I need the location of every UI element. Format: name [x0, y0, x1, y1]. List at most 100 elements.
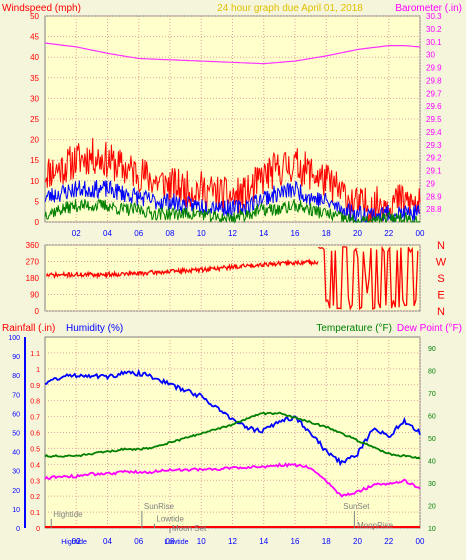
rainfall-y-tick-label: 0.3: [30, 478, 40, 485]
wind-direction-y-tick-label: 90: [30, 291, 39, 300]
wind-direction-y-tick-label: 0: [35, 307, 40, 316]
wind-x-tick-label: 18: [322, 229, 331, 238]
rainfall-y-tick-label: 0.4: [30, 462, 40, 469]
barometer-y-tick-label: 29.1: [426, 167, 442, 176]
rain-x-tick-label: 04: [103, 537, 112, 546]
humidity-y-tick-label: 10: [12, 507, 20, 514]
tide-bottom-label: Lowtide: [164, 539, 188, 546]
wind-x-tick-label: 00: [416, 229, 425, 238]
barometer-y-tick-label: 28.9: [426, 192, 442, 201]
wind-x-tick-label: 20: [353, 229, 362, 238]
barometer-y-tick-label: 29.8: [426, 76, 442, 85]
wind-x-tick-label: 06: [134, 229, 143, 238]
wind-y-tick-label: 5: [35, 197, 40, 206]
temperature-y-tick-label: 90: [428, 346, 436, 353]
wind-direction-y-tick-label: 270: [26, 258, 40, 267]
compass-label: N: [437, 240, 445, 252]
rainfall-y-tick-label: 0: [36, 526, 40, 533]
wind-y-tick-label: 0: [35, 218, 40, 227]
wind-x-tick-label: 16: [291, 229, 300, 238]
humidity-y-tick-label: 0: [16, 526, 20, 533]
wind-y-tick-label: 40: [30, 53, 39, 62]
humidity-y-tick-label: 90: [12, 354, 20, 361]
wind-y-tick-label: 15: [30, 156, 39, 165]
barometer-y-tick-label: 29: [426, 179, 435, 188]
compass-label: N: [437, 306, 445, 318]
wind-x-tick-label: 22: [384, 229, 393, 238]
rain-x-tick-label: 22: [384, 537, 393, 546]
wind-x-tick-label: 08: [166, 229, 175, 238]
rainfall-y-tick-label: 0.9: [30, 383, 40, 390]
wind-y-tick-label: 30: [30, 94, 39, 103]
temperature-y-tick-label: 10: [428, 526, 436, 533]
humidity-y-tick-label: 50: [12, 431, 20, 438]
event-marker-label: SunRise: [144, 502, 175, 511]
rain-x-tick-label: 06: [134, 537, 143, 546]
wind-direction-y-tick-label: 360: [26, 241, 40, 250]
humidity-y-tick-label: 60: [12, 411, 20, 418]
dew-point-axis-title: Dew Point (°F): [397, 323, 462, 334]
rain-x-tick-label: 10: [197, 537, 206, 546]
compass-label: W: [436, 257, 447, 269]
temperature-axis-title: Temperature (°F): [316, 323, 392, 334]
temperature-y-tick-label: 40: [428, 459, 436, 466]
barometer-series-line: [44, 42, 421, 65]
tide-bottom-label: Hightide: [61, 539, 87, 546]
wind-y-tick-label: 25: [30, 115, 39, 124]
rainfall-y-tick-label: 0.1: [30, 510, 40, 517]
barometer-y-tick-label: 29.2: [426, 154, 442, 163]
event-marker-label: Moon Set: [172, 524, 207, 533]
barometer-y-tick-label: 29.9: [426, 64, 442, 73]
compass-label: E: [437, 290, 444, 302]
barometer-y-tick-label: 29.4: [426, 128, 442, 137]
temperature-series-line: [44, 411, 421, 460]
event-marker-label: SunSet: [343, 502, 370, 511]
wind-direction-y-tick-label: 180: [26, 274, 40, 283]
rainfall-y-tick-label: 0.2: [30, 494, 40, 501]
wind-x-tick-label: 14: [259, 229, 268, 238]
wind-direction-variable-line: [318, 245, 419, 311]
event-marker-label: Hightide: [53, 510, 83, 519]
barometer-y-tick-label: 29.7: [426, 89, 442, 98]
temperature-y-tick-label: 70: [428, 391, 436, 398]
rainfall-y-tick-label: 0.7: [30, 415, 40, 422]
barometer-y-tick-label: 29.5: [426, 115, 442, 124]
wind-x-tick-label: 04: [103, 229, 112, 238]
rain-x-tick-label: 20: [353, 537, 362, 546]
wind-avg-series-line: [44, 179, 421, 224]
rainfall-axis-title: Rainfall (.in): [2, 323, 55, 334]
humidity-axis-title: Humidity (%): [66, 323, 123, 334]
wind-y-tick-label: 50: [30, 12, 39, 21]
event-marker-label: MoonRise: [357, 521, 394, 530]
humidity-series-line: [45, 368, 421, 467]
wind-y-tick-label: 20: [30, 136, 39, 145]
barometer-y-tick-label: 30.2: [426, 25, 442, 34]
rainfall-y-tick-label: 0.5: [30, 446, 40, 453]
rain-x-tick-label: 12: [228, 537, 237, 546]
temperature-y-tick-label: 20: [428, 504, 436, 511]
wind-y-tick-label: 35: [30, 74, 39, 83]
barometer-y-tick-label: 28.8: [426, 205, 442, 214]
humidity-y-tick-label: 20: [12, 488, 20, 495]
humidity-y-tick-label: 80: [12, 373, 20, 380]
rain-x-tick-label: 16: [291, 537, 300, 546]
rainfall-y-tick-label: 1: [36, 367, 40, 374]
temperature-y-tick-label: 50: [428, 436, 436, 443]
compass-label: S: [437, 273, 444, 285]
barometer-y-tick-label: 29.6: [426, 102, 442, 111]
humidity-y-tick-label: 30: [12, 469, 20, 476]
wind-direction-series-line: [45, 258, 319, 280]
rain-humidity-temp-panel: 0 0.1 0.2 0.3 0.4 0.5 0.6 0.7 0.8 0.9 1 1.1 0 10 20 30 4…: [8, 335, 436, 546]
event-marker-label: Lowtide: [156, 515, 184, 524]
rainfall-y-tick-label: 1.1: [30, 351, 40, 358]
barometer-axis-title: Barometer (.in): [395, 3, 462, 14]
rain-x-tick-label: 14: [259, 537, 268, 546]
humidity-y-tick-label: 70: [12, 392, 20, 399]
rain-x-tick-label: 08: [166, 537, 175, 546]
humidity-y-tick-label: 100: [8, 335, 20, 342]
windspeed-axis-title: Windspeed (mph): [2, 3, 81, 14]
barometer-y-tick-label: 30: [426, 51, 435, 60]
